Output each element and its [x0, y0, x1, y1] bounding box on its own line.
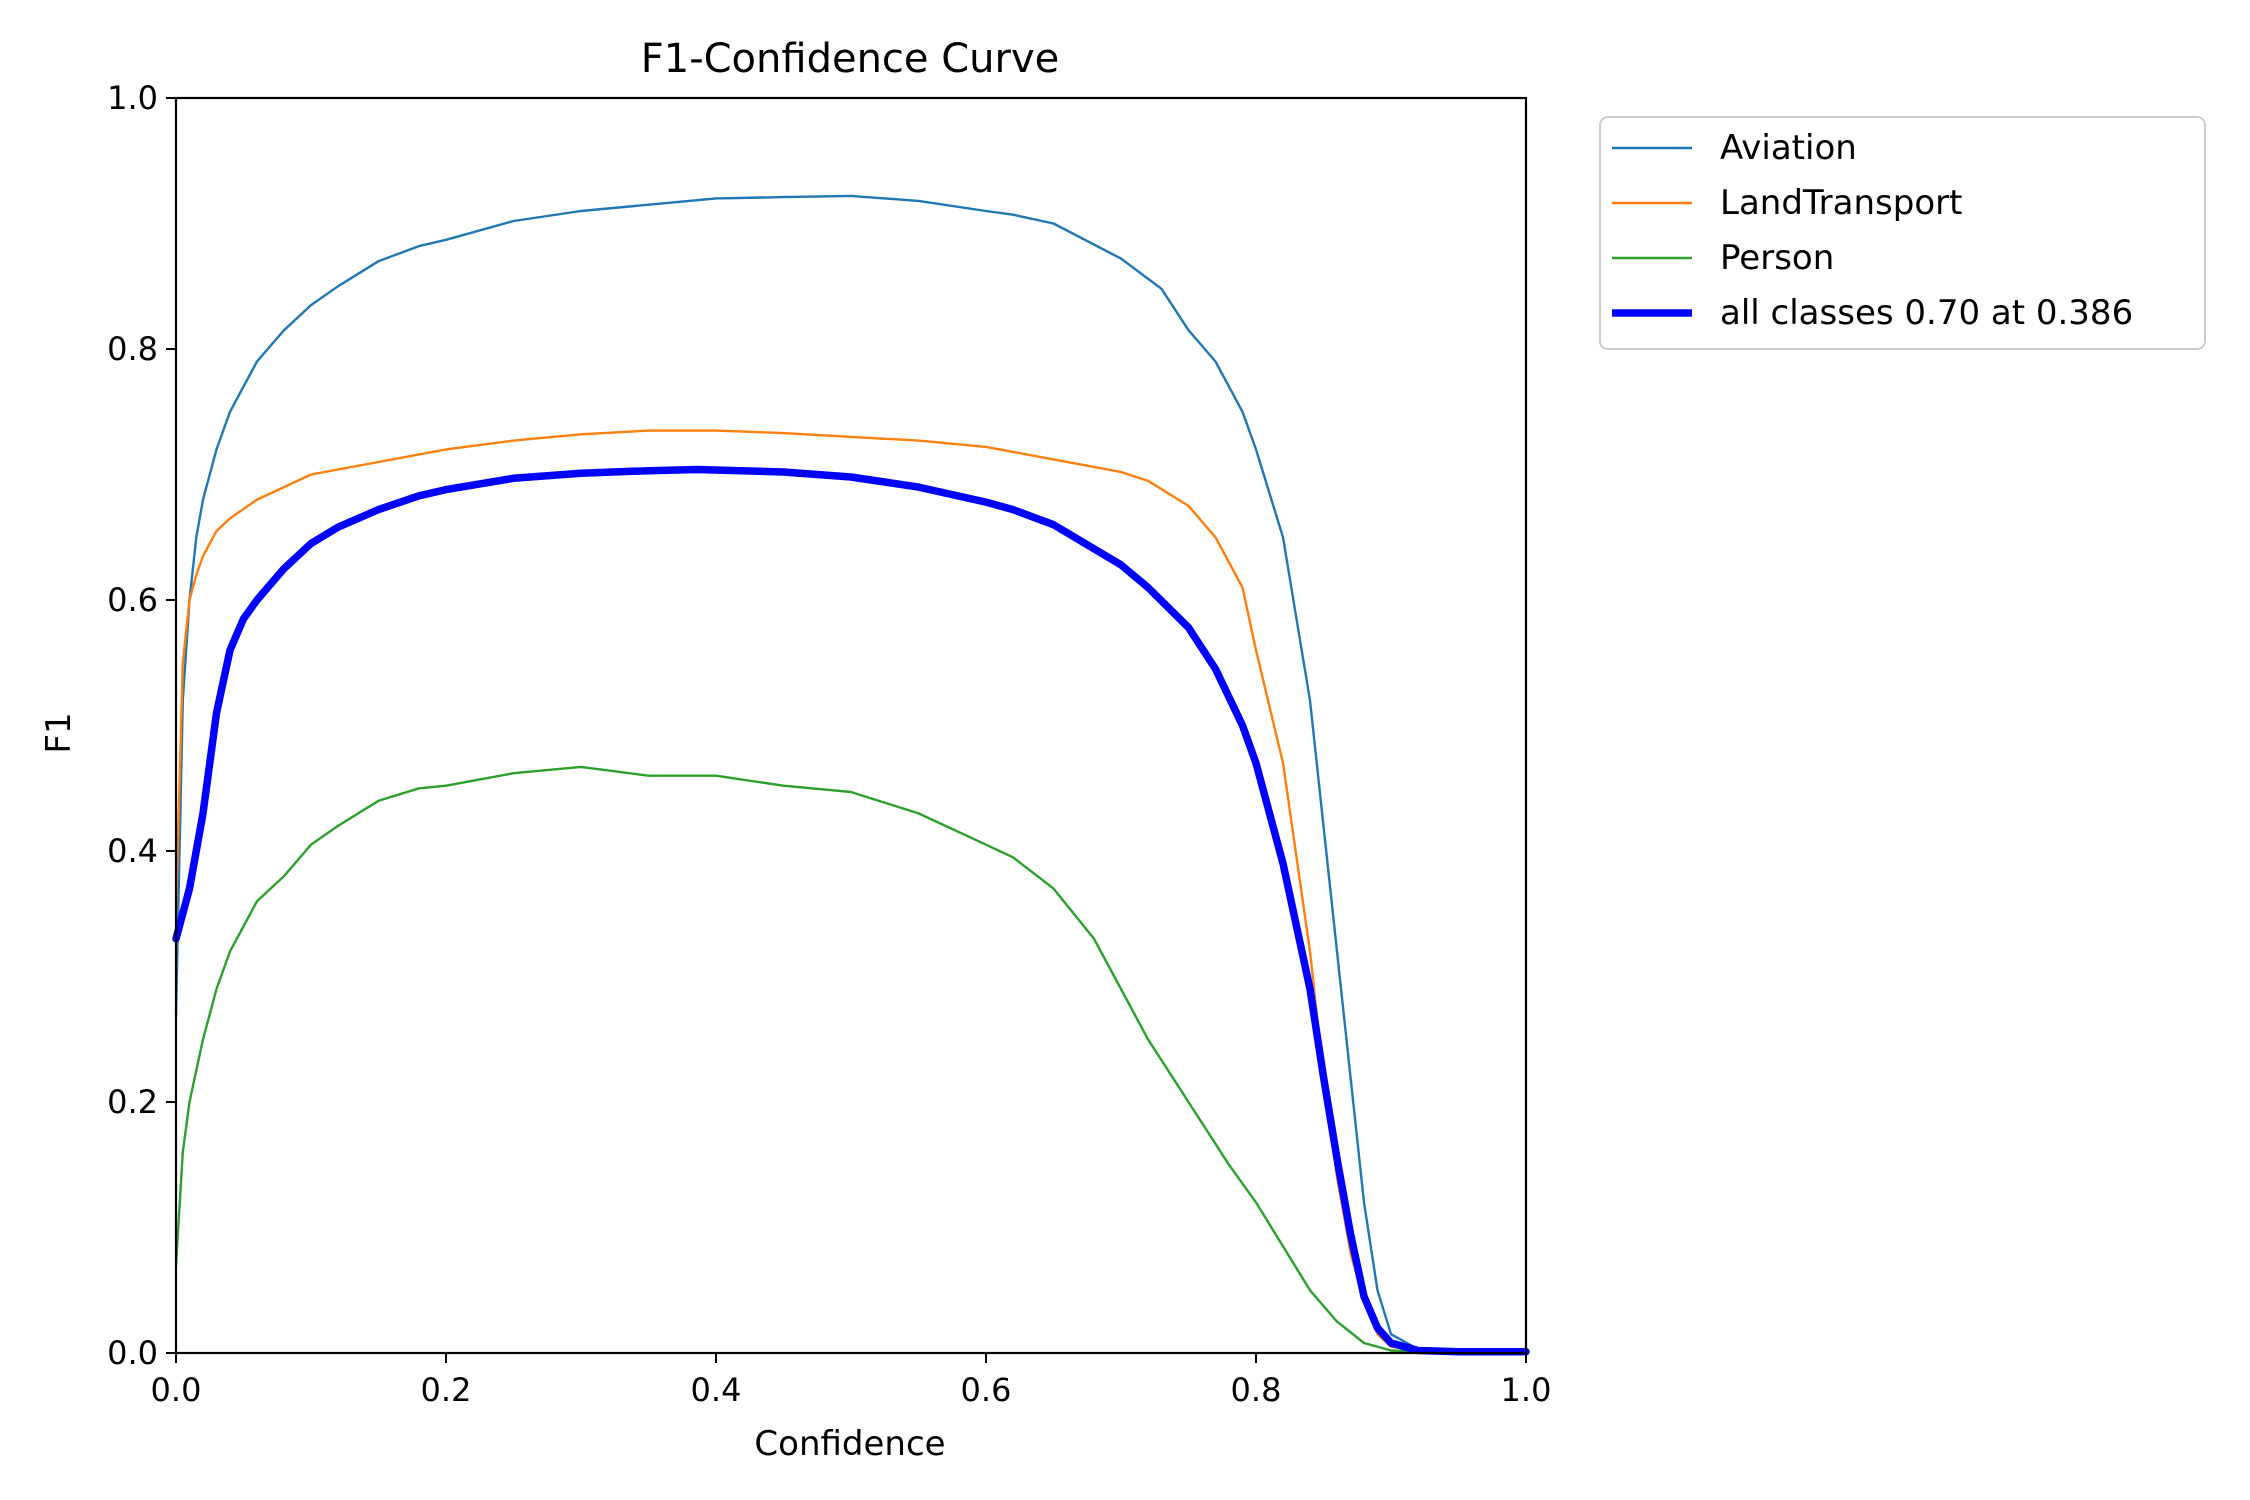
x-axis: 0.0 0.2 0.4 0.6 0.8 1.0 [151, 1353, 1552, 1409]
plot-frame [174, 96, 1528, 1355]
x-tick-label: 0.4 [691, 1371, 742, 1409]
y-axis: 0.0 0.2 0.4 0.6 0.8 1.0 [107, 79, 176, 1372]
x-tick-label: 0.6 [961, 1371, 1012, 1409]
y-tick-label: 0.6 [107, 581, 158, 619]
y-tick-label: 0.2 [107, 1083, 158, 1121]
plot-area [172, 194, 1530, 1356]
y-tick-label: 0.8 [107, 330, 158, 368]
legend-label: Aviation [1720, 128, 1857, 168]
legend-box [1599, 116, 2206, 350]
x-tick-label: 0.2 [421, 1371, 472, 1409]
series-line-person [174, 765, 1528, 1355]
x-tick-label: 0.0 [151, 1371, 202, 1409]
legend-label: all classes 0.70 at 0.386 [1720, 293, 2133, 333]
legend: Aviation LandTransport Person all classes 0… [1599, 116, 2206, 350]
y-tick-label: 0.0 [107, 1334, 158, 1372]
series-line-aviation [174, 194, 1528, 1353]
y-tick-label: 1.0 [107, 79, 158, 117]
legend-label: LandTransport [1720, 183, 1962, 223]
chart-title: F1-Confidence Curve [641, 36, 1060, 82]
x-tick-label: 0.8 [1231, 1371, 1282, 1409]
x-tick-label: 1.0 [1501, 1371, 1552, 1409]
x-axis-label: Confidence [754, 1424, 945, 1464]
legend-label: Person [1720, 238, 1834, 278]
y-axis-label: F1 [39, 712, 79, 753]
series-line-all-classes-0-70-at-0-386 [172, 465, 1530, 1356]
y-tick-label: 0.4 [107, 832, 158, 870]
